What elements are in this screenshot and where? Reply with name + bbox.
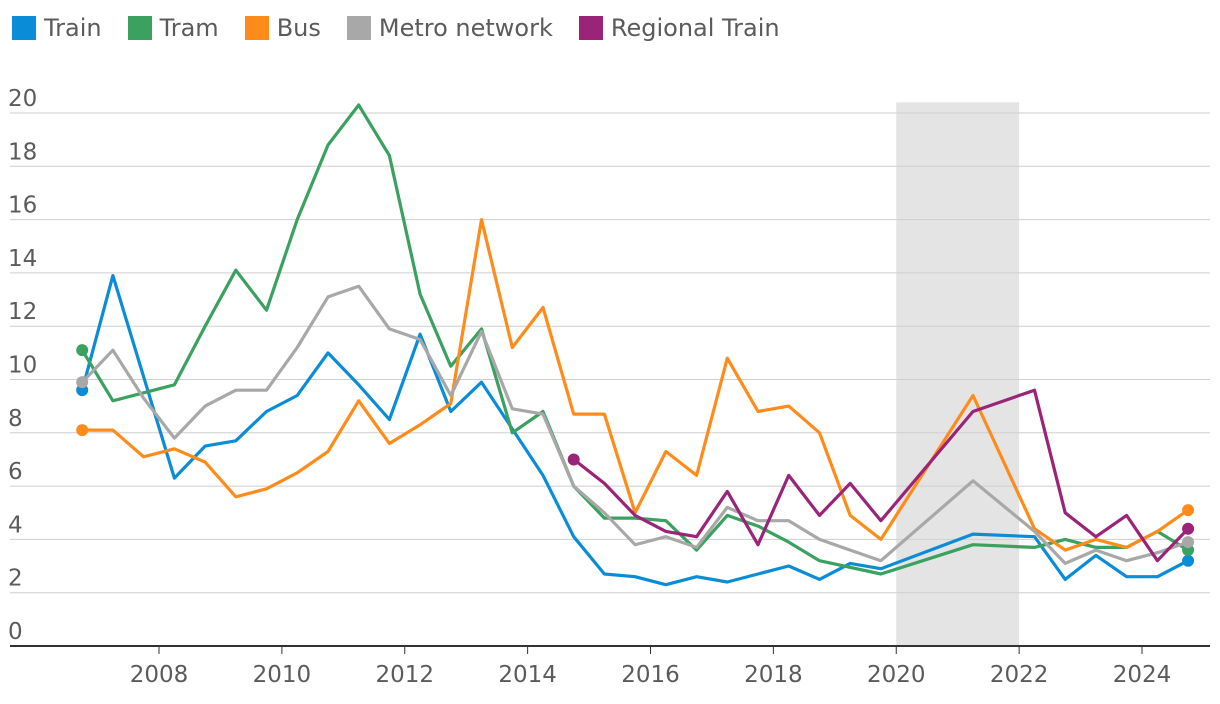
series-start-dot-bus (76, 424, 89, 437)
legend-swatch (244, 16, 269, 40)
legend-swatch (346, 16, 371, 40)
series-start-dot-tram (76, 344, 89, 357)
series-line-regional-train (572, 388, 1190, 563)
series-line-train (80, 274, 1190, 587)
legend-label: Metro network (378, 14, 553, 42)
legend-item-bus: Bus (244, 14, 321, 42)
series-start-dot-regional-train (567, 453, 580, 466)
legend-swatch (578, 16, 603, 40)
series-end-dot-train (1182, 554, 1195, 567)
x-tick-label: 2022 (990, 662, 1049, 688)
x-tick-label: 2014 (498, 662, 557, 688)
legend-item-tram: Tram (127, 14, 219, 42)
x-tick-label: 2018 (744, 662, 803, 688)
legend-swatch (12, 16, 36, 40)
y-tick-label: 20 (8, 86, 37, 112)
legend-swatch (127, 16, 152, 40)
y-tick-label: 16 (8, 193, 37, 219)
y-tick-label: 18 (8, 139, 37, 165)
x-tick-label: 2020 (867, 662, 926, 688)
x-tick-label: 2010 (253, 662, 312, 688)
chart-legend: Train Tram Bus Metro network Regional Train (12, 14, 806, 42)
x-tick-label: 2016 (621, 662, 680, 688)
series-start-dot-metro-network (76, 376, 89, 389)
legend-label: Regional Train (610, 14, 780, 42)
x-tick-label: 2012 (375, 662, 434, 688)
y-tick-label: 0 (8, 619, 23, 645)
legend-label: Bus (276, 14, 321, 42)
series-end-dot-bus (1182, 504, 1195, 517)
legend-item-train: Train (12, 14, 102, 42)
legend-label: Train (44, 14, 102, 42)
y-tick-label: 8 (8, 406, 23, 432)
series-end-dot-metro-network (1182, 536, 1195, 549)
legend-item-regional-train: Regional Train (578, 14, 780, 42)
legend-label: Tram (159, 14, 219, 42)
series-line-metro-network (80, 284, 1190, 566)
y-tick-label: 4 (8, 512, 23, 538)
series-line-bus (80, 218, 1190, 552)
x-tick-label: 2024 (1113, 662, 1172, 688)
y-tick-label: 2 (8, 566, 23, 592)
y-tick-label: 14 (8, 246, 37, 272)
x-tick-label: 2008 (130, 662, 189, 688)
y-tick-label: 6 (8, 459, 23, 485)
y-tick-label: 10 (8, 353, 37, 379)
legend-item-metro-network: Metro network (346, 14, 553, 42)
series-end-dot-regional-train (1182, 522, 1195, 535)
y-tick-label: 12 (8, 299, 37, 325)
